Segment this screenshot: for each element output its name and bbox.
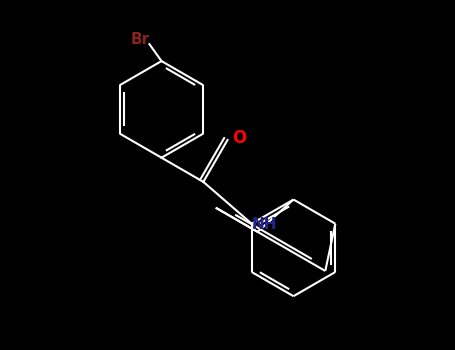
Text: O: O: [233, 128, 247, 147]
Text: NH: NH: [252, 217, 278, 232]
Text: Br: Br: [130, 32, 149, 47]
